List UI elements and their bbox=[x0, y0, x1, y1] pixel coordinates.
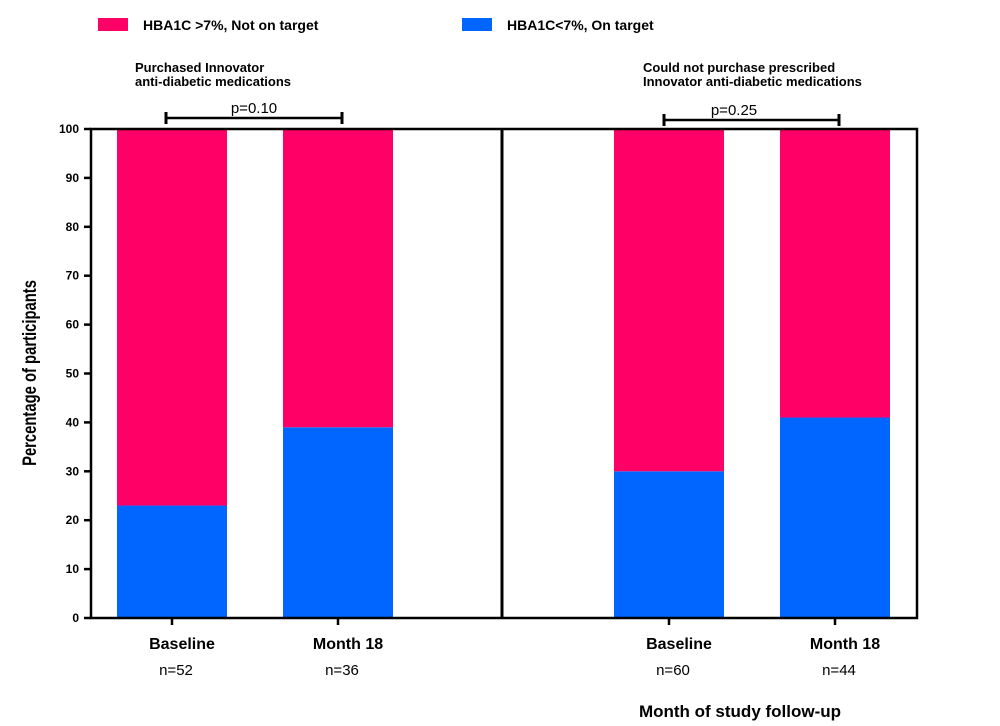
n-label: n=44 bbox=[822, 662, 856, 679]
bars bbox=[117, 129, 890, 618]
panel-1-title-line-1: Purchased Innovator bbox=[135, 60, 264, 75]
p-value-bracket-panel-2: p=0.25 bbox=[662, 102, 841, 126]
x-tick-label: Baseline bbox=[646, 636, 712, 653]
n-label: n=52 bbox=[159, 662, 193, 679]
y-axis: 0 10 20 30 40 50 60 70 80 90 100 bbox=[59, 122, 91, 625]
y-tick-label: 100 bbox=[59, 122, 79, 136]
n-label: n=60 bbox=[656, 662, 690, 679]
p-value-bracket-panel-1: p=0.10 bbox=[164, 100, 344, 124]
bar-panel-1-month-18-on-target bbox=[283, 427, 393, 618]
y-axis-title: Percentage of participants bbox=[19, 280, 40, 466]
p-value-panel-1: p=0.10 bbox=[231, 100, 277, 117]
y-tick-label: 10 bbox=[66, 562, 80, 576]
n-label: n=36 bbox=[325, 662, 359, 679]
x-tick-label: Baseline bbox=[149, 636, 215, 653]
bar-panel-1-baseline-not-on-target bbox=[117, 129, 227, 506]
x-tick-label: Month 18 bbox=[313, 636, 383, 653]
legend-swatch-not-on-target bbox=[98, 18, 128, 31]
y-tick-label: 60 bbox=[66, 318, 80, 332]
legend: HBA1C >7%, Not on target HBA1C<7%, On ta… bbox=[98, 17, 654, 33]
bar-panel-2-month-18-on-target bbox=[780, 417, 890, 618]
y-tick-label: 20 bbox=[66, 513, 80, 527]
y-tick-label: 80 bbox=[66, 220, 80, 234]
panel-2-title-line-1: Could not purchase prescribed bbox=[643, 60, 835, 75]
bar-panel-2-baseline-not-on-target bbox=[614, 129, 724, 472]
bar-panel-1-baseline-on-target bbox=[117, 505, 227, 618]
legend-label-not-on-target: HBA1C >7%, Not on target bbox=[143, 17, 319, 33]
y-tick-label: 40 bbox=[66, 415, 80, 429]
legend-swatch-on-target bbox=[462, 18, 492, 31]
y-tick-label: 90 bbox=[66, 171, 80, 185]
panel-2-title-line-2: Innovator anti-diabetic medications bbox=[643, 74, 862, 89]
y-tick-label: 0 bbox=[72, 611, 79, 625]
bar-panel-2-baseline-on-target bbox=[614, 471, 724, 618]
panel-1-title-line-2: anti-diabetic medications bbox=[135, 74, 291, 89]
x-axis-title: Month of study follow-up bbox=[639, 702, 841, 721]
p-value-panel-2: p=0.25 bbox=[711, 102, 757, 119]
bar-panel-1-month-18-not-on-target bbox=[283, 129, 393, 428]
y-tick-label: 30 bbox=[66, 464, 80, 478]
y-tick-label: 70 bbox=[66, 269, 80, 283]
legend-label-on-target: HBA1C<7%, On target bbox=[507, 17, 654, 33]
x-axis: Baseline n=52 Month 18 n=36 Baseline n=60 Mont… bbox=[149, 618, 880, 679]
bar-panel-2-month-18-not-on-target bbox=[780, 129, 890, 418]
x-tick-label: Month 18 bbox=[810, 636, 880, 653]
y-tick-label: 50 bbox=[66, 367, 80, 381]
